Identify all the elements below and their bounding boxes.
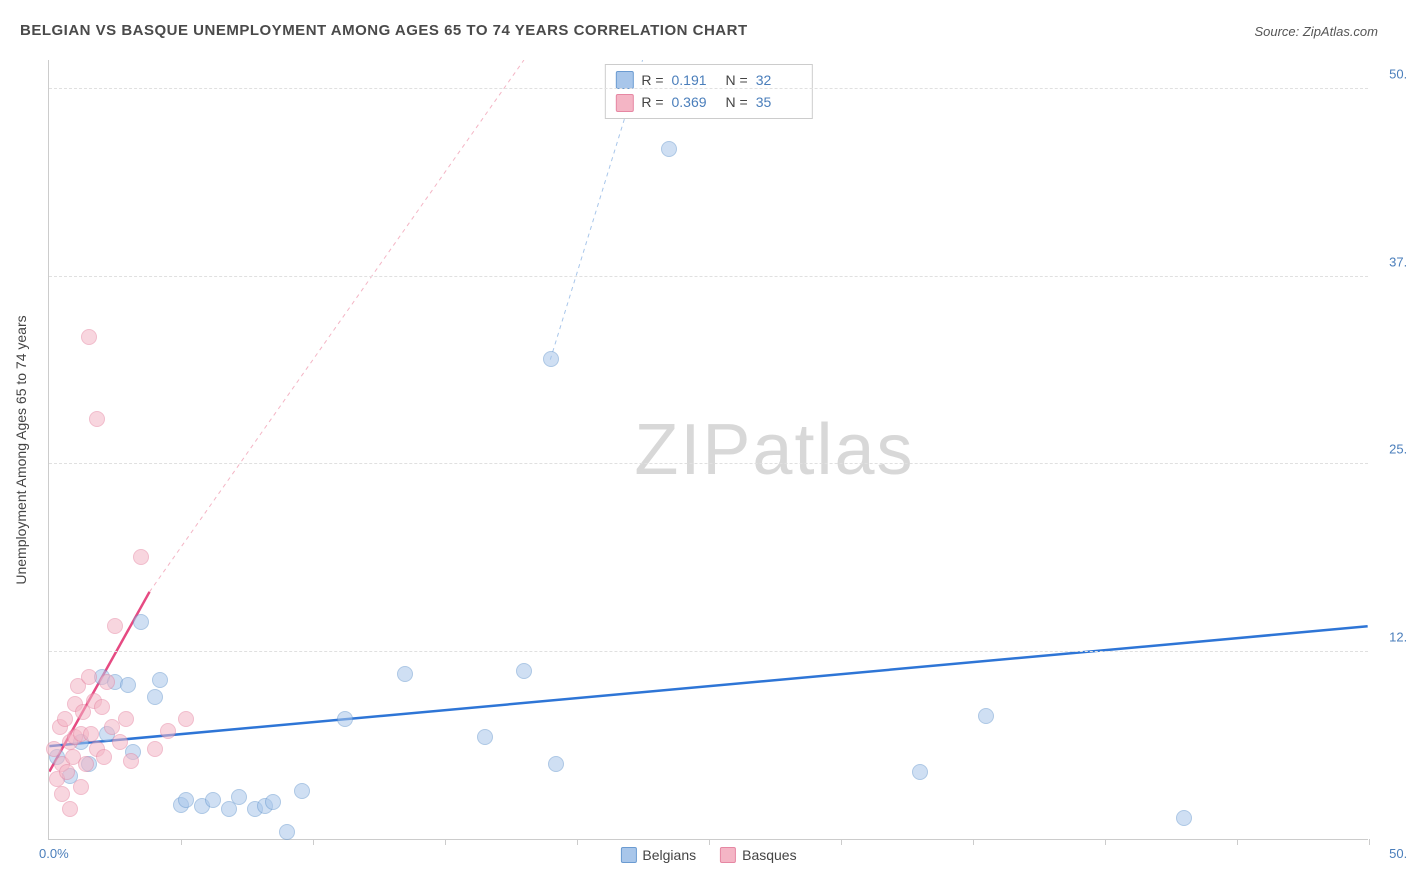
- x-tick: [313, 839, 314, 845]
- data-point: [99, 674, 115, 690]
- swatch-basques: [615, 94, 633, 112]
- data-point: [83, 726, 99, 742]
- data-point: [152, 672, 168, 688]
- data-point: [147, 689, 163, 705]
- data-point: [231, 789, 247, 805]
- data-point: [118, 711, 134, 727]
- data-point: [59, 764, 75, 780]
- x-tick: [181, 839, 182, 845]
- data-point: [543, 351, 559, 367]
- x-tick: [841, 839, 842, 845]
- x-tick: [445, 839, 446, 845]
- data-point: [397, 666, 413, 682]
- data-point: [279, 824, 295, 840]
- data-point: [178, 792, 194, 808]
- chart-title: BELGIAN VS BASQUE UNEMPLOYMENT AMONG AGE…: [20, 22, 748, 39]
- n-value-basques: 35: [756, 91, 802, 113]
- legend-item-basques: Basques: [720, 847, 796, 863]
- data-point: [548, 756, 564, 772]
- data-point: [1176, 810, 1192, 826]
- y-tick-label: 50.0%: [1389, 67, 1406, 82]
- trend-lines-layer: [49, 60, 1368, 839]
- chart-plot-area: Unemployment Among Ages 65 to 74 years Z…: [48, 60, 1368, 840]
- trend-line: [150, 60, 524, 592]
- series-legend: Belgians Basques: [620, 847, 796, 863]
- data-point: [96, 749, 112, 765]
- data-point: [54, 786, 70, 802]
- n-label: N =: [726, 91, 748, 113]
- r-value-basques: 0.369: [672, 91, 718, 113]
- swatch-basques: [720, 847, 736, 863]
- data-point: [978, 708, 994, 724]
- correlation-row-basques: R = 0.369 N = 35: [615, 91, 801, 113]
- swatch-belgians: [615, 71, 633, 89]
- data-point: [112, 734, 128, 750]
- data-point: [120, 677, 136, 693]
- data-point: [147, 741, 163, 757]
- data-point: [205, 792, 221, 808]
- y-tick-label: 25.0%: [1389, 442, 1406, 457]
- correlation-legend: R = 0.191 N = 32 R = 0.369 N = 35: [604, 64, 812, 119]
- data-point: [78, 756, 94, 772]
- x-tick: [1369, 839, 1370, 845]
- watermark: ZIPatlas: [634, 409, 914, 491]
- data-point: [912, 764, 928, 780]
- data-point: [89, 411, 105, 427]
- data-point: [133, 614, 149, 630]
- data-point: [661, 141, 677, 157]
- data-point: [81, 329, 97, 345]
- gridline: [49, 463, 1368, 464]
- data-point: [133, 549, 149, 565]
- data-point: [477, 729, 493, 745]
- data-point: [107, 618, 123, 634]
- source-attribution: Source: ZipAtlas.com: [1254, 24, 1378, 39]
- x-tick: [973, 839, 974, 845]
- data-point: [81, 669, 97, 685]
- legend-item-belgians: Belgians: [620, 847, 696, 863]
- source-prefix: Source:: [1254, 24, 1302, 39]
- source-name: ZipAtlas.com: [1303, 24, 1378, 39]
- x-axis-max-label: 50.0%: [1389, 846, 1406, 861]
- y-axis-label: Unemployment Among Ages 65 to 74 years: [13, 315, 29, 584]
- data-point: [46, 741, 62, 757]
- x-tick: [1237, 839, 1238, 845]
- gridline: [49, 88, 1368, 89]
- legend-label-belgians: Belgians: [642, 847, 696, 863]
- watermark-zip: ZIP: [634, 410, 752, 490]
- data-point: [57, 711, 73, 727]
- data-point: [123, 753, 139, 769]
- data-point: [265, 794, 281, 810]
- x-tick: [577, 839, 578, 845]
- x-axis-origin-label: 0.0%: [39, 846, 69, 861]
- r-label: R =: [641, 91, 663, 113]
- data-point: [160, 723, 176, 739]
- x-tick: [709, 839, 710, 845]
- y-tick-label: 12.5%: [1389, 629, 1406, 644]
- trend-line: [49, 626, 1367, 746]
- watermark-atlas: atlas: [752, 410, 914, 490]
- data-point: [516, 663, 532, 679]
- data-point: [337, 711, 353, 727]
- gridline: [49, 276, 1368, 277]
- data-point: [94, 699, 110, 715]
- data-point: [178, 711, 194, 727]
- gridline: [49, 651, 1368, 652]
- legend-label-basques: Basques: [742, 847, 796, 863]
- data-point: [62, 801, 78, 817]
- data-point: [294, 783, 310, 799]
- x-tick: [1105, 839, 1106, 845]
- data-point: [73, 779, 89, 795]
- y-tick-label: 37.5%: [1389, 254, 1406, 269]
- swatch-belgians: [620, 847, 636, 863]
